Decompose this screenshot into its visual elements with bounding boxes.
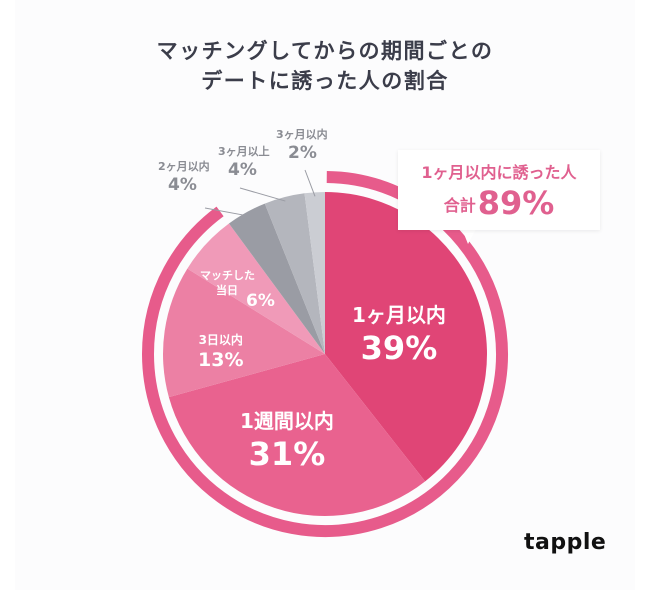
pie-slice-day3 [162,268,325,398]
pie-slice-month1 [325,192,488,482]
leader-line-month2 [204,207,249,217]
pie-slice-month2 [228,203,325,354]
slice-label-week1: 1週間以内 31% [240,409,334,473]
pie-slice-sameday [187,223,325,354]
callout-value: 89% [477,184,555,222]
slice-label-over3months: 3ヶ月以上 4% [218,145,270,180]
pie-slice-month3 [304,192,325,354]
slice-label-3days: 3日以内 13% [198,333,244,371]
slice-label-3months: 3ヶ月以内 2% [276,128,328,163]
leader-line-over3 [239,187,286,202]
slice-label-2months: 2ヶ月以内 4% [158,160,210,195]
slice-label-month1: 1ヶ月以内 39% [352,303,446,367]
leader-line-month3 [304,169,316,197]
pie-slice-over3 [264,193,325,354]
callout-pointer [462,229,476,244]
pie-slice-week1 [168,354,426,516]
title-line-1: マッチングしてからの期間ごとの [156,39,494,63]
callout-label: 1ヶ月以内に誘った人 [421,163,577,182]
title-line-2: デートに誘った人の割合 [201,69,449,93]
tapple-logo: tapple [524,530,607,555]
callout-prefix: 合計 [443,196,476,215]
total-callout: 1ヶ月以内に誘った人 合計89% [398,150,600,230]
slice-label-sameday: マッチした 当日 6% [200,269,275,311]
chart-title: マッチングしてからの期間ごとの デートに誘った人の割合 [0,36,650,96]
total-89-ring [142,171,508,537]
